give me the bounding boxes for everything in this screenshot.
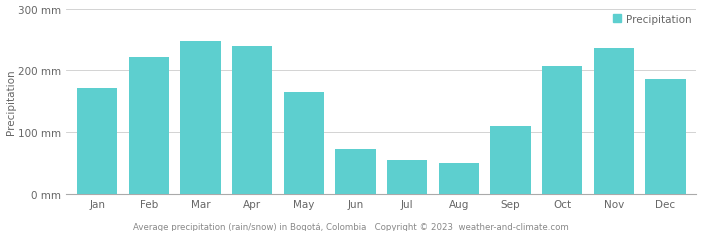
Bar xyxy=(232,46,272,195)
Bar xyxy=(439,163,479,195)
Bar xyxy=(128,58,169,195)
Legend: Precipitation: Precipitation xyxy=(613,15,691,25)
Bar xyxy=(387,161,428,195)
Bar xyxy=(491,127,531,195)
Bar xyxy=(336,149,376,195)
Text: Average precipitation (rain/snow) in Bogotá, Colombia   Copyright © 2023  weathe: Average precipitation (rain/snow) in Bog… xyxy=(133,222,569,231)
Bar xyxy=(77,88,117,195)
Bar xyxy=(180,42,220,195)
Bar xyxy=(284,93,324,195)
Bar xyxy=(542,66,582,195)
Bar xyxy=(645,79,686,195)
Y-axis label: Precipitation: Precipitation xyxy=(6,69,15,135)
Bar xyxy=(594,49,634,195)
